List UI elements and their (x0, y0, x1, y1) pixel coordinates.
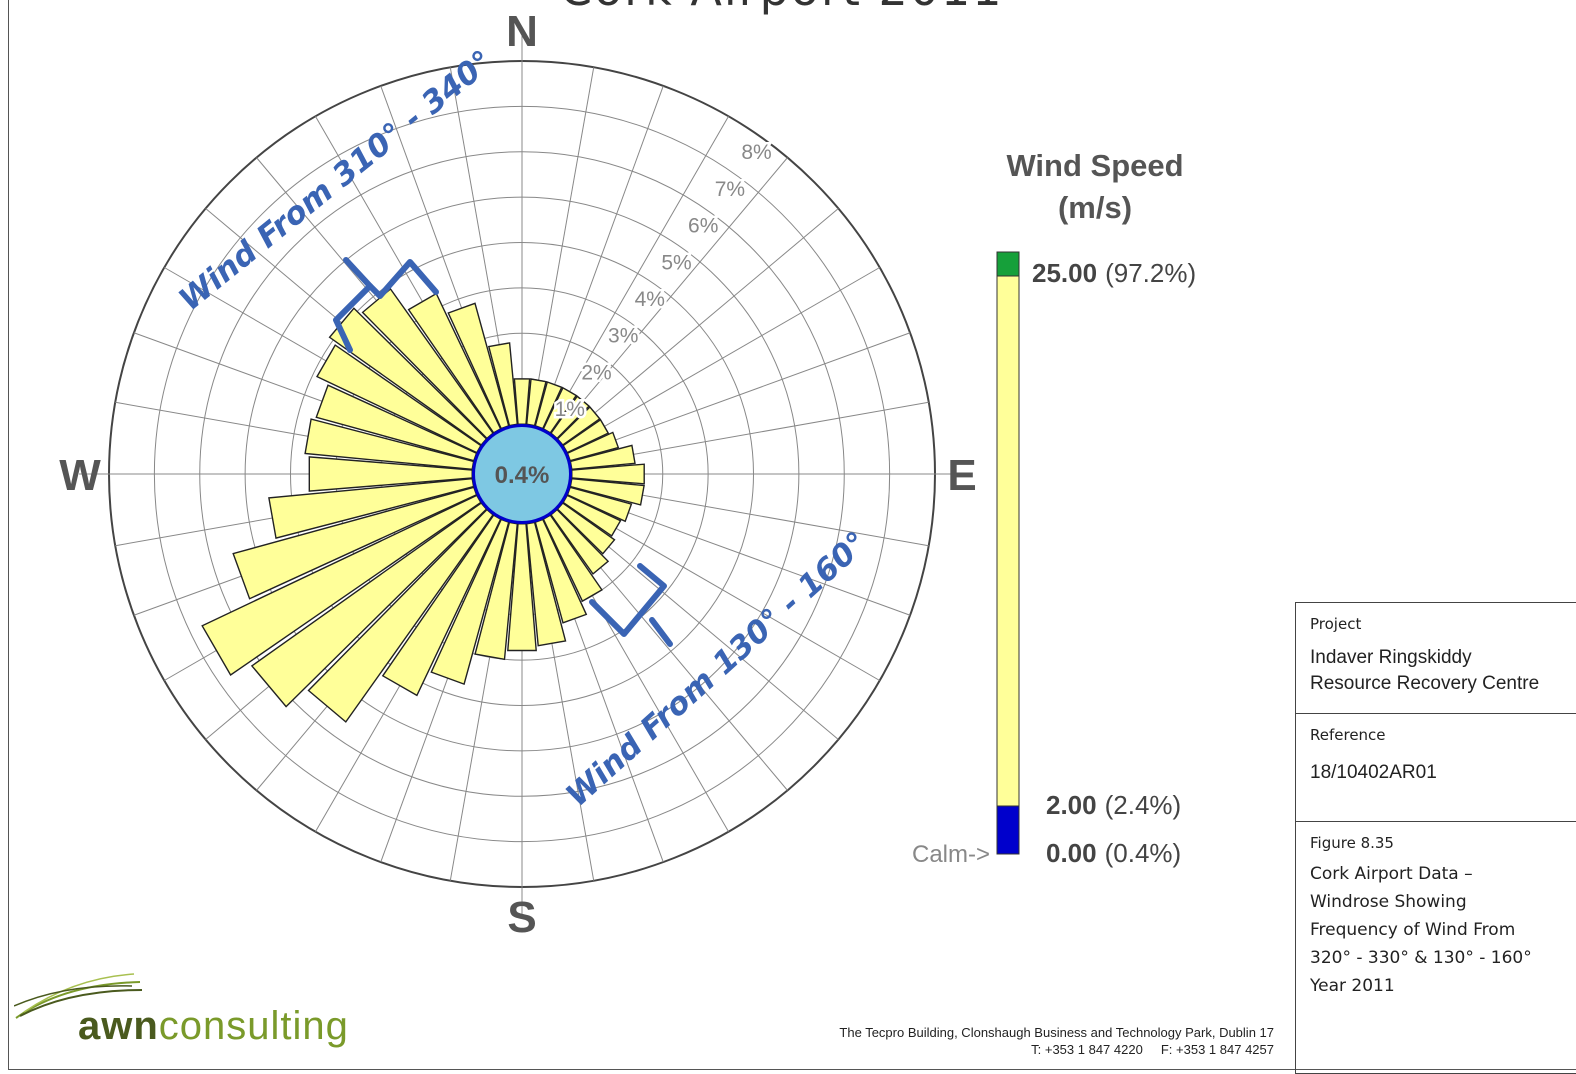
annotation-se-bracket (589, 563, 667, 637)
compass-east: E (947, 451, 976, 500)
ring-label-3: 3% (608, 325, 638, 348)
calm-circle-group: 0.4% (472, 424, 572, 524)
ring-labels: 1% 2% 3% 4% 5% 6% 7% 8% (552, 139, 774, 424)
ring-label-1: 1% (555, 398, 585, 421)
annotation-nw: Wind From 310° - 340° (172, 43, 500, 353)
grid-spoke-50 (559, 208, 839, 443)
figure-label: Figure 8.35 (1310, 834, 1394, 852)
grid-spoke-120 (565, 498, 880, 681)
ring-label-2: 2% (581, 362, 611, 385)
grid-spoke-40 (553, 157, 788, 437)
project-line2: Resource Recovery Centre (1310, 673, 1540, 694)
footer-line1: The Tecpro Building, Clonshaugh Business… (839, 1025, 1274, 1040)
project-box: Project Indaver Ringskiddy Resource Reco… (1295, 602, 1576, 714)
annotation-se: Wind From 130° - 160° (559, 525, 875, 814)
logo-swoosh-icon (14, 973, 143, 1019)
windrose-bars (201, 287, 645, 723)
figure-desc-5: Year 2011 (1310, 976, 1395, 996)
figure-frame (8, 0, 1576, 1070)
compass-south: S (507, 893, 536, 942)
ring-label-7: 7% (715, 178, 745, 201)
project-label: Project (1310, 615, 1362, 633)
logo: awnconsulting (78, 1004, 349, 1049)
figure-desc-2: Windrose Showing (1310, 892, 1467, 912)
legend-entry-25: 25.00 (97.2%) (1032, 258, 1196, 288)
ring-label-8: 8% (741, 141, 771, 164)
logo-bold: awn (78, 1004, 159, 1048)
annotation-nw-bracket-stem (343, 257, 373, 289)
grid-spoke-30 (546, 116, 729, 431)
ring-label-5: 5% (661, 251, 691, 274)
grid-spoke-10 (530, 67, 595, 425)
reference-value: 18/10402AR01 (1310, 762, 1437, 783)
annotation-se-label: Wind From 130° - 160° (559, 525, 875, 814)
legend: Wind Speed (m/s) 25.00 (97.2%) 2.00 (2.4%)… (912, 148, 1196, 868)
calm-center-label: 0.4% (495, 462, 550, 489)
legend-swatch-high (996, 251, 1020, 277)
figure-desc-3: Frequency of Wind From (1310, 920, 1516, 940)
figure-desc-1: Cork Airport Data – (1310, 864, 1473, 884)
ring-label-6: 6% (688, 215, 718, 238)
grid-spoke-20 (538, 85, 664, 428)
logo-light: consulting (158, 1004, 349, 1048)
figure-desc-4: 320° - 330° & 130° - 160° (1310, 948, 1532, 968)
legend-title-line1: Wind Speed (1006, 148, 1183, 183)
legend-swatch-low (996, 805, 1020, 855)
chart-title: Cork Airport 2011 (560, 0, 1004, 16)
footer-address: The Tecpro Building, Clonshaugh Business… (700, 1024, 1274, 1058)
compass-north: N (506, 7, 538, 56)
annotation-nw-bracket (333, 259, 439, 353)
project-line1: Indaver Ringskiddy (1310, 647, 1472, 668)
calm-circle (475, 427, 569, 521)
reference-label: Reference (1310, 726, 1386, 744)
reference-box: Reference 18/10402AR01 (1295, 714, 1576, 822)
legend-entry-2: 2.00 (2.4%) (1046, 790, 1181, 820)
legend-title-line2: (m/s) (1058, 190, 1132, 225)
annotation-se-bracket-stem (649, 617, 673, 647)
legend-swatch-mid (996, 275, 1020, 807)
grid-spoke-60 (565, 267, 880, 450)
figure-box: Figure 8.35 Cork Airport Data – Windrose… (1295, 822, 1576, 1074)
footer-line2: T: +353 1 847 4220 F: +353 1 847 4257 (1031, 1042, 1274, 1057)
legend-calm-label: Calm-> (912, 841, 990, 868)
windrose-chart: 0.4% 1% 2% 3% 4% 5% 6% 7% 8% N E S W Wind From … (59, 7, 1196, 942)
compass-west: W (59, 451, 101, 500)
ring-label-4: 4% (635, 288, 665, 311)
grid-spoke-70 (568, 332, 911, 458)
legend-entry-0: 0.00 (0.4%) (1046, 838, 1181, 868)
